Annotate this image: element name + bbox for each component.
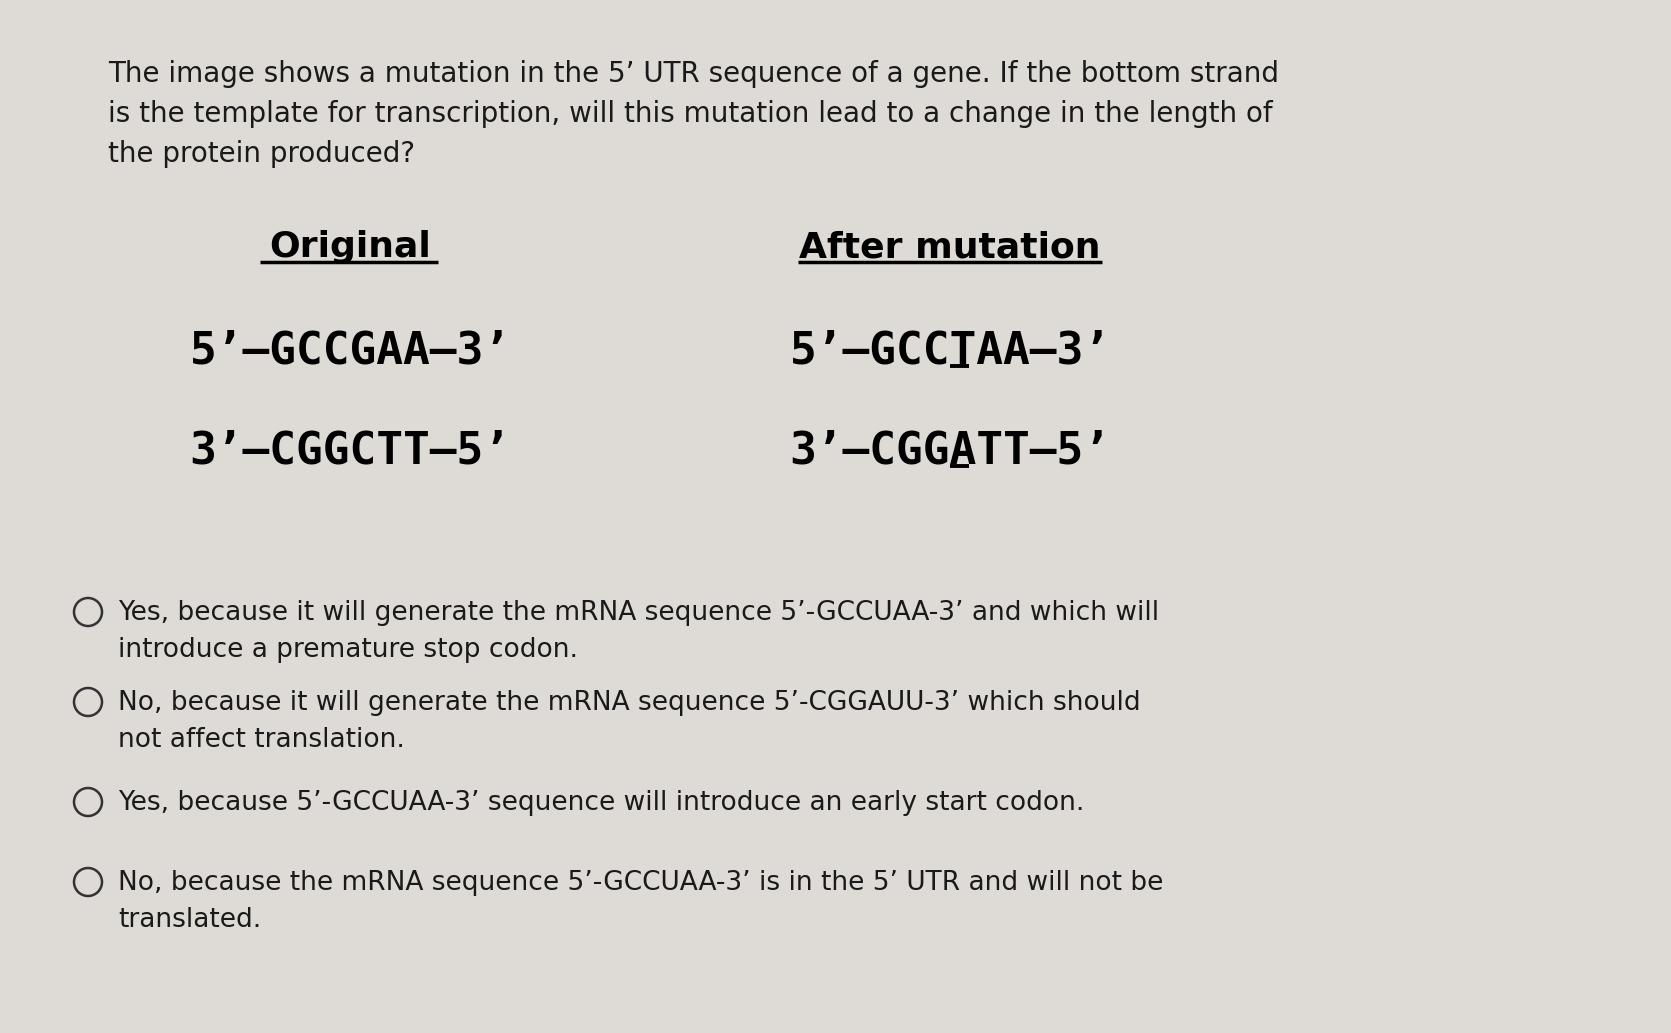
Text: 5’–GCCTAA–3’: 5’–GCCTAA–3’	[789, 330, 1111, 373]
Text: The image shows a mutation in the 5’ UTR sequence of a gene. If the bottom stran: The image shows a mutation in the 5’ UTR…	[109, 60, 1278, 168]
Text: Yes, because 5’-GCCUAA-3’ sequence will introduce an early start codon.: Yes, because 5’-GCCUAA-3’ sequence will …	[119, 790, 1084, 816]
Text: 5’–GCCGAA–3’: 5’–GCCGAA–3’	[189, 330, 511, 373]
Text: After mutation: After mutation	[799, 230, 1101, 264]
Text: 3’–CGGATT–5’: 3’–CGGATT–5’	[789, 430, 1111, 473]
Text: No, because it will generate the mRNA sequence 5’-CGGAUU-3’ which should
not aff: No, because it will generate the mRNA se…	[119, 690, 1141, 753]
Text: Original: Original	[269, 230, 431, 264]
Text: 3’–CGGCTT–5’: 3’–CGGCTT–5’	[189, 430, 511, 473]
Text: Yes, because it will generate the mRNA sequence 5’-GCCUAA-3’ and which will
intr: Yes, because it will generate the mRNA s…	[119, 600, 1160, 663]
Text: No, because the mRNA sequence 5’-GCCUAA-3’ is in the 5’ UTR and will not be
tran: No, because the mRNA sequence 5’-GCCUAA-…	[119, 870, 1163, 933]
